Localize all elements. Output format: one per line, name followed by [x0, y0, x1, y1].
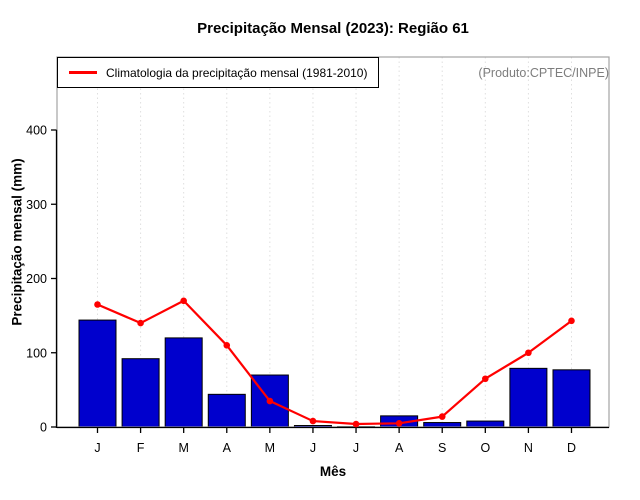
- climatology-point-A-7: [395, 419, 403, 427]
- climatology-line: [97, 299, 573, 426]
- x-tick-label-F-1: F: [137, 441, 145, 455]
- x-tick-label-J-5: J: [310, 441, 316, 455]
- y-tick-label-400: 400: [26, 124, 47, 138]
- x-tick-label-N-10: N: [524, 441, 533, 455]
- precip-bar-N-10: [509, 367, 548, 428]
- x-tick-label-M-4: M: [265, 441, 275, 455]
- climatology-point-O-9: [482, 375, 489, 383]
- chart-title: Precipitação Mensal (2023): Região 61: [197, 20, 469, 37]
- precip-bar-M-2: [164, 337, 203, 428]
- y-tick-label-100: 100: [26, 346, 47, 360]
- x-tick-label-D-11: D: [567, 441, 576, 455]
- x-tick-label-A-3: A: [223, 441, 232, 455]
- legend-label: Climatologia da precipitação mensal (198…: [106, 65, 368, 80]
- y-tick-label-200: 200: [26, 272, 47, 286]
- climatology-point-S-8: [438, 413, 446, 420]
- precip-bar-F-1: [121, 358, 160, 428]
- climatology-point-M-4: [266, 397, 274, 405]
- x-tick-label-A-7: A: [395, 441, 404, 455]
- climatology-point-J-5: [309, 417, 317, 425]
- climatology-point-F-1: [137, 319, 144, 327]
- precip-bar-A-3: [207, 393, 246, 428]
- precip-bar-D-11: [552, 369, 591, 428]
- x-tick-label-S-8: S: [438, 441, 446, 455]
- y-tick-label-300: 300: [26, 198, 47, 212]
- climatology-point-J-6: [352, 420, 360, 428]
- climatology-point-A-3: [223, 342, 231, 349]
- precip-bar-O-9: [466, 420, 505, 428]
- climatology-point-N-10: [525, 349, 532, 357]
- x-tick-label-M-2: M: [178, 441, 188, 455]
- x-tick-label-J-6: J: [353, 441, 359, 455]
- precip-bar-J-0: [78, 319, 117, 428]
- legend-line-icon: [69, 71, 97, 74]
- climatology-point-D-11: [568, 317, 575, 325]
- x-tick-label-J-0: J: [94, 441, 100, 455]
- climatology-point-J-0: [94, 301, 101, 308]
- x-tick-label-O-9: O: [480, 441, 490, 455]
- x-axis-title: Mês: [319, 464, 347, 479]
- y-tick-label-0: 0: [40, 421, 47, 435]
- precip-bar-S-8: [423, 422, 462, 428]
- legend-box: Climatologia da precipitação mensal (198…: [57, 57, 379, 88]
- watermark-text: (Produto:CPTEC/INPE): [478, 66, 609, 80]
- climatology-point-M-2: [180, 297, 187, 305]
- y-axis-title: Precipitação mensal (mm): [9, 158, 25, 326]
